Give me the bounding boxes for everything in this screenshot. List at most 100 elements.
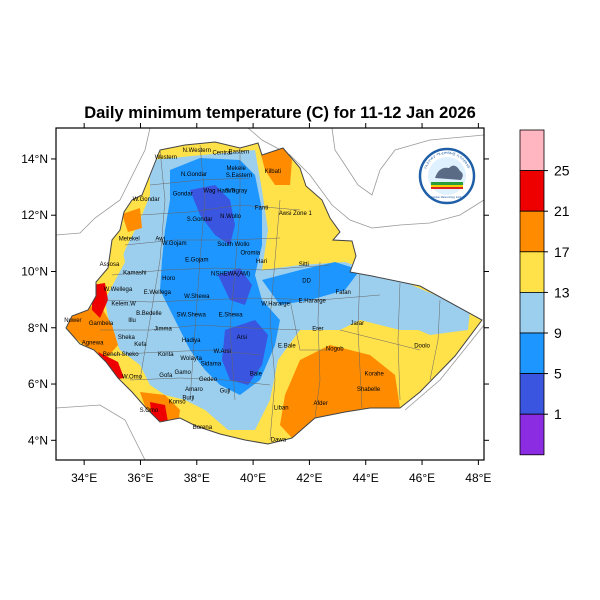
lat-tick-label: 14°N <box>21 152 48 166</box>
region-label: W.Gojam <box>162 241 187 247</box>
region-label: Awi <box>155 237 165 243</box>
region-label: E.Shewa <box>219 313 244 319</box>
region-label: DD <box>302 279 311 285</box>
region-label: Gamo <box>175 370 192 376</box>
region-label: Guji <box>220 388 231 394</box>
colorbar-label: 17 <box>554 244 570 260</box>
ethiopia-border <box>65 141 483 445</box>
zone-line <box>104 294 381 303</box>
region-label: Horo <box>162 276 176 282</box>
lon-tick-label: 34°E <box>71 471 97 485</box>
lon-tick-label: 36°E <box>127 471 153 485</box>
region-label: W.Gondar <box>133 197 160 203</box>
region-label: Awsi Zone 1 <box>279 211 313 217</box>
region-label: W.Hararge <box>261 301 290 307</box>
zone-line <box>139 204 301 216</box>
region-label: SW.Shewa <box>176 313 206 319</box>
region-label: W.Arsi <box>213 349 230 355</box>
zone-line <box>289 299 330 351</box>
region-label: Gedeo <box>199 377 218 383</box>
region-label: Doolo <box>414 343 430 349</box>
region-label: Hari <box>256 259 267 265</box>
region-label: W.Shewa <box>184 294 210 300</box>
region-label: Wolayta <box>180 356 202 362</box>
region-label: Gofa <box>159 373 173 379</box>
colorbar-label: 5 <box>554 366 562 382</box>
lat-tick-label: 8°N <box>28 321 48 335</box>
region-label: S.Tigray <box>225 189 247 195</box>
region-label: W.Omo <box>122 374 143 380</box>
logo-text-bottom: Ethiopian Meteorology Institute <box>429 195 465 199</box>
map-title: Daily minimum temperature (C) for 11-12 … <box>84 104 476 122</box>
region-label: Kamashi <box>123 270 146 276</box>
region-label: S.Omo <box>140 408 159 414</box>
region-label: Shabelle <box>357 387 381 393</box>
lat-tick-label: 6°N <box>28 377 48 391</box>
colorbar-label: 21 <box>554 203 570 219</box>
zone-line <box>109 349 261 356</box>
region-label: Kefa <box>134 342 147 348</box>
colorbar-box-9-13 <box>519 291 545 334</box>
colorbar-box-21-25 <box>519 170 545 212</box>
zone-line <box>339 329 421 351</box>
region-label: Jimma <box>154 327 172 333</box>
lon-tick-label: 46°E <box>409 471 435 485</box>
zone-line <box>100 324 301 331</box>
region-label: Wag Hamra <box>203 189 235 195</box>
colorbar-box-5-9 <box>519 332 545 374</box>
region-label: Liban <box>274 405 289 411</box>
region-label: E.Wellega <box>144 290 172 296</box>
region-label: South Wollo <box>217 242 250 248</box>
region-label: E.Hararge <box>299 298 327 304</box>
region-label: B.Bedelle <box>136 311 162 317</box>
field-blue-mid-east <box>262 262 360 305</box>
lon-tick-label: 38°E <box>184 471 210 485</box>
field-light-blue-east <box>335 300 440 330</box>
region-label: Nogob <box>326 346 344 352</box>
region-label: Eastern <box>229 149 250 155</box>
region-label: Hadiya <box>182 338 201 344</box>
temperature-field <box>66 142 482 444</box>
region-label: Central <box>212 151 231 157</box>
zone-line <box>269 199 281 441</box>
region-label: Jarar <box>350 321 364 327</box>
region-label: Fafan <box>336 290 351 296</box>
field-blue-dark-north <box>190 185 235 245</box>
region-label: N.Wollo <box>220 214 242 220</box>
field-blue-dark-center <box>218 268 252 305</box>
lon-tick-label: 44°E <box>353 471 379 485</box>
region-label: Afder <box>314 401 328 407</box>
colorbar-label: 9 <box>554 325 562 341</box>
zone-line <box>229 148 241 401</box>
region-label: Illu <box>128 318 136 324</box>
colorbar-box-1-5 <box>519 373 545 415</box>
field-orange-west <box>66 305 118 360</box>
region-label: Borena <box>193 425 213 431</box>
region-label: Amaro <box>185 387 203 393</box>
region-label: Metekel <box>119 237 140 243</box>
region-label: Dawa <box>271 438 287 444</box>
lat-tick-label: 10°N <box>21 264 48 278</box>
zone-line <box>124 237 281 246</box>
region-label: Mekele <box>227 166 247 172</box>
zone-line <box>397 282 401 401</box>
institute-logo: Ethiopian Meteorology Institute የኢትዮጵያ ሚ… <box>418 147 476 205</box>
zone-line <box>357 269 363 409</box>
region-label: Fanti <box>255 206 268 212</box>
field-red-southwest <box>98 352 124 380</box>
region-label: Kelem.W <box>111 301 136 307</box>
lat-tick-label: 4°N <box>28 433 48 447</box>
neighbour-borders <box>56 128 484 460</box>
colorbar-label: 25 <box>554 163 570 179</box>
region-label: Gambela <box>89 321 114 327</box>
region-label: Western <box>155 155 177 161</box>
axis-ticks: 34°E 36°E 38°E 40°E 42°E 44°E 46°E 48°E 4°N 6°N 8°… <box>21 123 491 485</box>
region-label: E.Gojam <box>185 258 208 264</box>
colorbar-box-above_25 <box>519 129 545 171</box>
zone-line <box>189 144 206 401</box>
field-orange-southeast <box>280 345 400 438</box>
country-outline <box>65 141 483 445</box>
region-label: Burji <box>182 396 194 402</box>
region-label: Bale <box>250 372 263 378</box>
